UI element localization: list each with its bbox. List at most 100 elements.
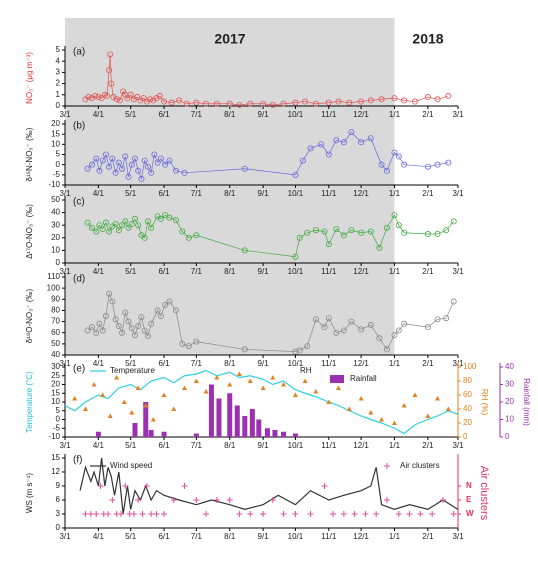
x-tick-label: 1/1: [389, 359, 401, 368]
data-line: [85, 54, 449, 106]
marker: [260, 511, 267, 517]
marker: [340, 511, 347, 517]
marker: [125, 318, 132, 325]
marker: [424, 324, 431, 331]
marker: [166, 157, 173, 164]
x-tick-label: 6/1: [158, 441, 170, 450]
marker: [106, 290, 113, 297]
y-tick-label: 0: [56, 160, 61, 169]
marker: [114, 375, 120, 380]
marker: [162, 212, 169, 219]
marker: [140, 95, 147, 102]
marker: [148, 511, 155, 517]
marker: [127, 91, 134, 98]
marker: [236, 511, 243, 517]
y-axis-label: Temperature (°C): [25, 371, 34, 433]
marker: [172, 167, 179, 174]
marker: [193, 338, 200, 345]
marker: [445, 406, 451, 411]
panel-label: (a): [73, 47, 85, 58]
x-tick-label: 6/1: [158, 110, 170, 119]
bar: [292, 433, 298, 437]
marker: [450, 511, 457, 517]
marker: [108, 80, 115, 87]
marker: [280, 100, 287, 107]
y3-tick-label: 0: [505, 432, 510, 441]
marker: [93, 155, 100, 162]
marker: [135, 323, 142, 330]
panel-label: (b): [73, 121, 85, 132]
marker: [193, 99, 200, 106]
x-tick-label: 5/1: [125, 532, 137, 541]
marker: [181, 483, 188, 489]
y-tick-label: 10: [51, 246, 60, 255]
marker: [179, 340, 186, 347]
x-tick-label: 4/1: [93, 532, 105, 541]
marker: [151, 151, 158, 158]
marker: [116, 97, 123, 104]
marker: [157, 215, 164, 222]
marker: [135, 222, 142, 229]
marker: [299, 157, 306, 164]
y-tick-label: 0: [56, 258, 61, 267]
marker: [281, 382, 287, 387]
marker: [391, 149, 398, 156]
marker: [99, 327, 106, 334]
y2-axis-label: RH (%): [480, 389, 489, 416]
marker: [150, 417, 156, 422]
marker: [358, 229, 365, 236]
marker: [144, 218, 151, 225]
y-tick-label: 0: [56, 101, 61, 110]
marker: [391, 420, 397, 425]
bar: [132, 423, 138, 437]
marker: [139, 511, 146, 517]
x-tick-label: 10/1: [288, 359, 304, 368]
y3-tick-label: 30: [505, 380, 514, 389]
x-tick-label: 6/1: [158, 532, 170, 541]
marker: [143, 403, 149, 408]
y3-axis-label: Rainfall (mm): [522, 378, 531, 426]
marker: [443, 227, 450, 234]
marker: [96, 222, 103, 229]
marker: [72, 396, 78, 401]
x-tick-label: 10/1: [288, 532, 304, 541]
marker: [103, 92, 110, 99]
marker: [304, 343, 311, 350]
marker: [107, 51, 114, 58]
marker: [367, 321, 374, 328]
legend-label: Wind speed: [110, 461, 152, 470]
y-tick-label: 60: [51, 328, 60, 337]
x-tick-label: 8/1: [224, 359, 236, 368]
bar: [143, 402, 149, 437]
y-tick-label: 5: [56, 150, 61, 159]
y-tick-label: 50: [51, 339, 60, 348]
marker: [109, 497, 116, 503]
y-tick-label: 30: [51, 362, 60, 371]
marker: [122, 309, 129, 316]
marker: [445, 159, 452, 166]
marker: [134, 94, 141, 101]
marker: [172, 307, 179, 314]
x-tick-label: 12/1: [353, 532, 369, 541]
marker: [88, 224, 95, 231]
marker: [91, 382, 97, 387]
marker: [383, 167, 390, 174]
y2-tick-label: E: [466, 495, 472, 504]
year-label: 2018: [412, 31, 443, 47]
y-tick-label: 30: [51, 220, 60, 229]
marker: [376, 244, 383, 251]
y-tick-label: 2: [56, 79, 61, 88]
x-tick-label: 10/1: [288, 267, 304, 276]
x-tick-label: 12/1: [353, 110, 369, 119]
marker: [214, 375, 220, 380]
marker: [147, 96, 154, 103]
y3-tick-label: 20: [505, 397, 514, 406]
marker: [292, 511, 299, 517]
marker: [99, 225, 106, 232]
marker: [313, 389, 319, 394]
marker: [84, 219, 91, 226]
marker: [434, 231, 441, 238]
marker: [131, 155, 138, 162]
y2-tick-label: 80: [463, 376, 472, 385]
marker: [358, 396, 364, 401]
